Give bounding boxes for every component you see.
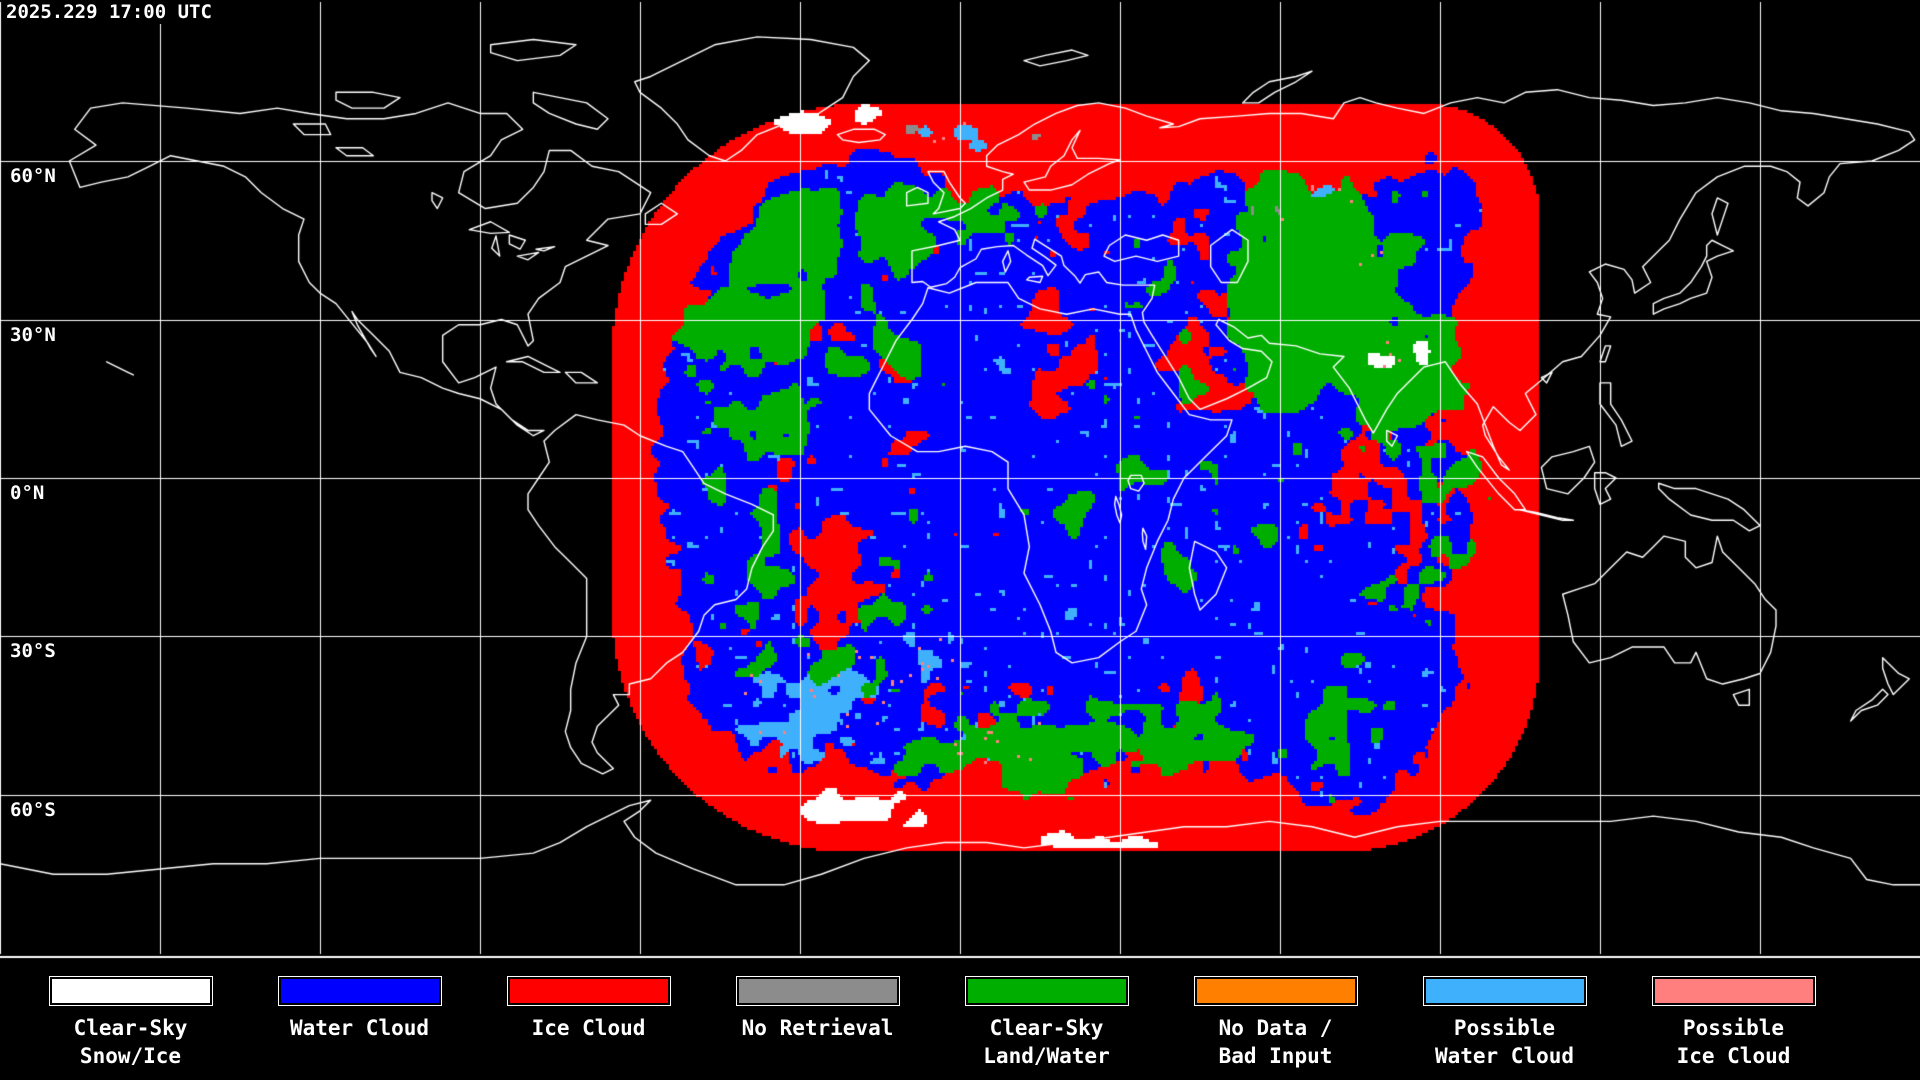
legend-label-line2: Land/Water: [983, 1044, 1110, 1068]
legend-swatch: [1193, 976, 1358, 1006]
legend-item: No Retrieval: [703, 960, 932, 1080]
legend-swatch: [277, 976, 442, 1006]
legend-swatch: [964, 976, 1129, 1006]
latitude-label: 30°N: [8, 324, 60, 347]
legend-label-line2: Bad Input: [1218, 1044, 1333, 1068]
latitude-label: 60°N: [8, 165, 60, 188]
legend-label-line2: Snow/Ice: [79, 1044, 182, 1068]
legend-label-line1: Possible: [1682, 1016, 1785, 1040]
legend-item: Possible Ice Cloud: [1619, 960, 1848, 1080]
legend-label-line1: Water Cloud: [289, 1016, 430, 1040]
latitude-label: 30°S: [8, 640, 60, 663]
legend-label-line1: Possible: [1453, 1016, 1556, 1040]
legend-swatch-fill: [967, 979, 1126, 1003]
legend-swatch: [1422, 976, 1587, 1006]
legend-swatch: [735, 976, 900, 1006]
legend-swatch: [48, 976, 213, 1006]
legend-label-line2: Water Cloud: [1434, 1044, 1575, 1068]
legend-swatch-fill: [509, 979, 668, 1003]
legend-item: No Data / Bad Input: [1161, 960, 1390, 1080]
legend-bar: Clear-Sky Snow/Ice Water Cloud Ice Cloud…: [0, 960, 1920, 1080]
legend-label-line1: Ice Cloud: [531, 1016, 646, 1040]
legend-item: Possible Water Cloud: [1390, 960, 1619, 1080]
legend-item: Ice Cloud: [474, 960, 703, 1080]
legend-label-line1: No Data /: [1218, 1016, 1333, 1040]
legend-swatch-fill: [738, 979, 897, 1003]
legend-label-line1: Clear-Sky: [989, 1016, 1104, 1040]
legend-label-line1: No Retrieval: [741, 1016, 894, 1040]
timestamp-label: 2025.229 17:00 UTC: [4, 1, 217, 24]
legend-item: Clear-Sky Snow/Ice: [16, 960, 245, 1080]
latitude-label: 0°N: [8, 482, 49, 505]
legend-item: Water Cloud: [245, 960, 474, 1080]
legend-label-line2: Ice Cloud: [1676, 1044, 1791, 1068]
legend-swatch: [506, 976, 671, 1006]
latitude-label: 60°S: [8, 799, 60, 822]
world-map-canvas: [0, 0, 1920, 960]
legend-label-line1: Clear-Sky: [73, 1016, 188, 1040]
legend-item: Clear-Sky Land/Water: [932, 960, 1161, 1080]
legend-swatch-fill: [1425, 979, 1584, 1003]
legend-swatch-fill: [280, 979, 439, 1003]
legend-swatch-fill: [1196, 979, 1355, 1003]
legend-swatch-fill: [51, 979, 210, 1003]
legend-swatch-fill: [1654, 979, 1813, 1003]
legend-swatch: [1651, 976, 1816, 1006]
